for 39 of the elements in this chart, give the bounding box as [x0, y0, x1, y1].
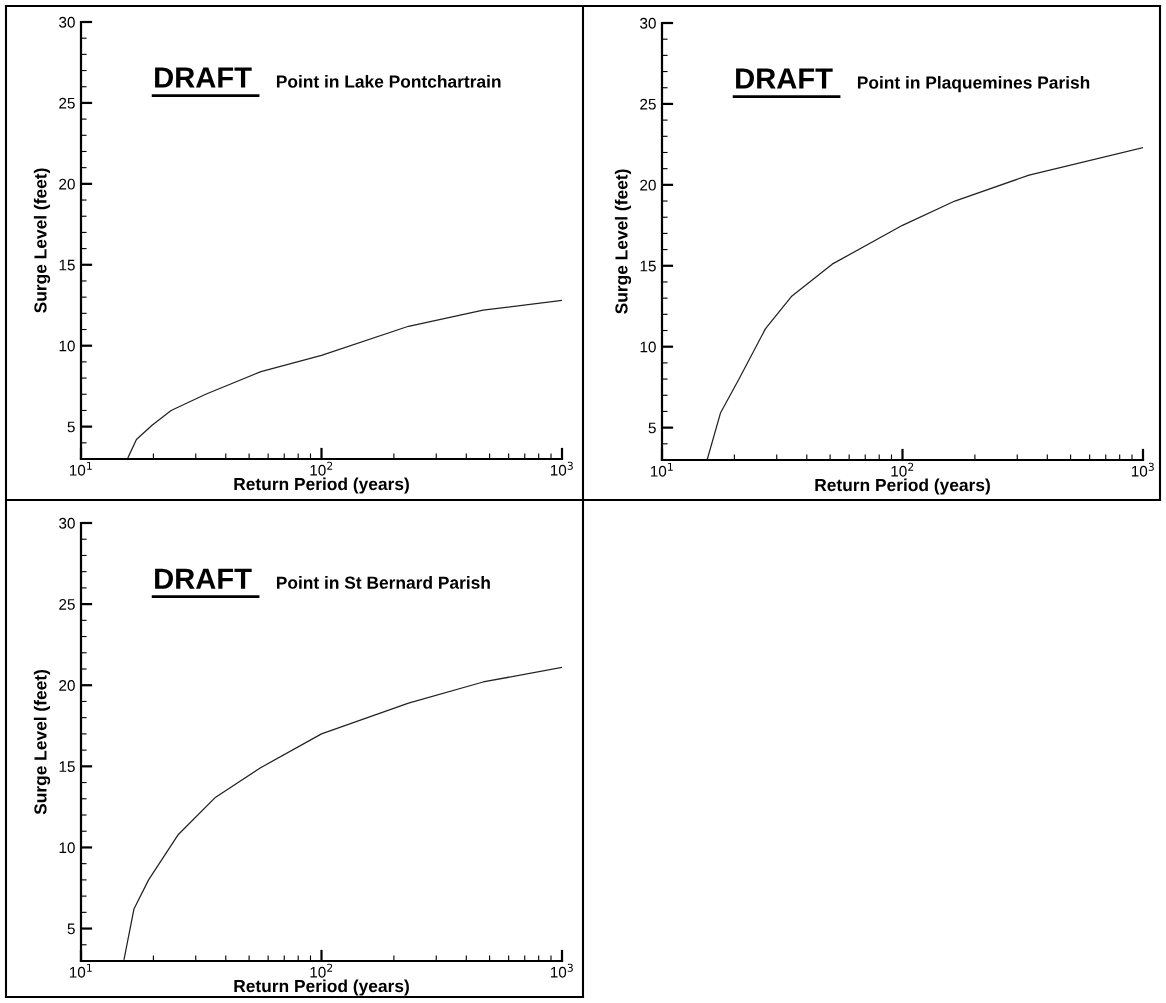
- text: Point in Plaquemines Parish: [857, 75, 1090, 93]
- x-tick-label: 10$^{2}$: [891, 462, 914, 477]
- x-axis-title: Return Period (years): [815, 478, 990, 495]
- x-axis-title: Return Period (years): [234, 477, 409, 494]
- x-axis-title: Return Period (years): [234, 979, 409, 996]
- y-tick-label: 30: [59, 16, 75, 28]
- x-tick-label: 10$^{1}$: [650, 462, 673, 477]
- y-tick-label: 5: [67, 421, 75, 433]
- x-tick-label: 10$^{2}$: [310, 963, 333, 978]
- text: Point in St Bernard Parish: [276, 576, 490, 589]
- y-tick-label: 20: [640, 179, 656, 191]
- y-tick-label: 10: [59, 842, 75, 854]
- y-tick-label: 20: [59, 178, 75, 190]
- x-tick-label: 10$^{1}$: [69, 461, 92, 476]
- y-tick-label: 25: [59, 598, 75, 610]
- y-axis-title: Surge Level (feet): [33, 168, 51, 313]
- y-axis-title: Surge Level (feet): [33, 670, 51, 815]
- y-tick-label: 15: [640, 260, 656, 272]
- x-tick-label: 10$^{1}$: [69, 963, 92, 978]
- y-tick-label: 25: [640, 98, 656, 110]
- y-tick-label: 5: [648, 422, 656, 434]
- text: DRAFT: [155, 568, 252, 589]
- text: DRAFT: [155, 67, 252, 88]
- y-tick-label: 15: [59, 761, 75, 773]
- y-tick-label: 30: [640, 17, 656, 29]
- y-tick-label: 25: [59, 97, 75, 109]
- x-tick-label: 10$^{3}$: [550, 963, 573, 978]
- y-tick-label: 10: [59, 340, 75, 352]
- y-tick-label: 20: [59, 680, 75, 691]
- y-tick-label: 10: [640, 341, 656, 353]
- y-tick-label: 5: [67, 923, 75, 935]
- y-tick-label: 15: [59, 259, 75, 271]
- x-tick-label: 10$^{2}$: [310, 461, 333, 476]
- x-tick-label: 10$^{3}$: [1131, 462, 1154, 477]
- y-tick-label: 30: [59, 517, 75, 529]
- y-axis-title: Surge Level (feet): [614, 169, 632, 314]
- x-tick-label: 10$^{3}$: [550, 461, 573, 476]
- text: Point in Lake Pontchartrain: [276, 74, 501, 88]
- text: DRAFT: [736, 68, 833, 89]
